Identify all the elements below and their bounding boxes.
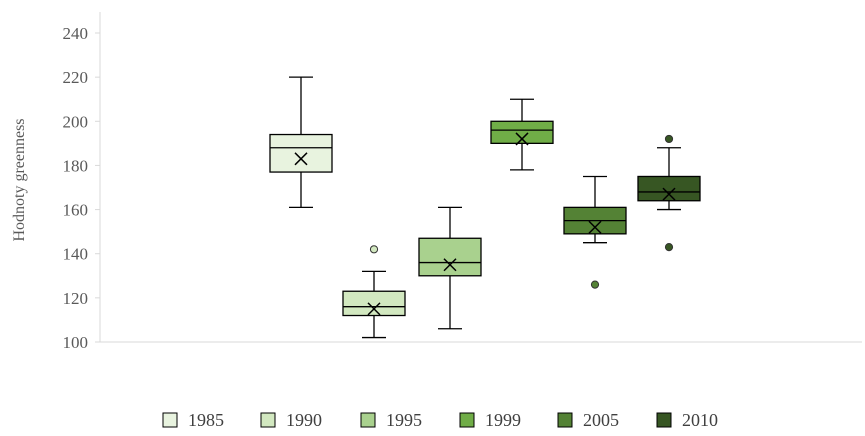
outlier-point [369,245,379,254]
legend-item-1995: 1995 [360,410,422,430]
box-iqr [269,133,333,173]
y-tick-label: 180 [63,156,89,175]
legend-label: 1999 [485,410,521,430]
legend-swatch [260,412,276,428]
box-iqr [637,175,701,202]
y-tick-label: 240 [63,24,89,43]
box-1985 [269,76,333,209]
legend: 1985 1990 1995 1999 2005 2010 [162,410,718,430]
box-iqr [418,237,482,277]
legend-swatch [656,412,672,428]
legend-label: 1990 [286,410,322,430]
mean-marker [515,132,529,146]
y-tick-label: 220 [63,68,89,87]
box-1999 [490,98,554,171]
mean-marker [443,258,457,272]
legend-label: 1995 [386,410,422,430]
mean-marker [367,302,381,316]
box-2005 [563,175,627,289]
legend-swatch [162,412,178,428]
box-1990 [342,245,406,339]
legend-item-2010: 2010 [656,410,718,430]
y-tick-label: 120 [63,289,89,308]
y-tick-label: 200 [63,112,89,131]
outlier-point [590,280,600,289]
y-tick-label: 100 [63,333,89,352]
box-1995 [418,206,482,330]
box-iqr [342,290,406,317]
legend-item-1999: 1999 [459,410,521,430]
y-axis-label: Hodnoty greenness [11,118,28,241]
legend-item-1990: 1990 [260,410,322,430]
legend-label: 2010 [682,410,718,430]
y-tick-label: 140 [63,245,89,264]
plot-area [269,76,701,339]
y-tick-label: 160 [63,201,89,220]
mean-marker [662,187,676,201]
legend-item-1985: 1985 [162,410,224,430]
legend-label: 1985 [188,410,224,430]
outlier-point [664,134,674,144]
legend-swatch [360,412,376,428]
legend-label: 2005 [583,410,619,430]
legend-item-2005: 2005 [557,410,619,430]
box-iqr [490,120,554,145]
legend-swatch [557,412,573,428]
mean-marker [588,220,602,234]
outlier-point [664,242,674,252]
y-axis: 100 120 140 160 180 200 220 240 [63,12,862,352]
box-2010 [637,134,701,252]
legend-swatch [459,412,475,428]
mean-marker [294,152,308,166]
